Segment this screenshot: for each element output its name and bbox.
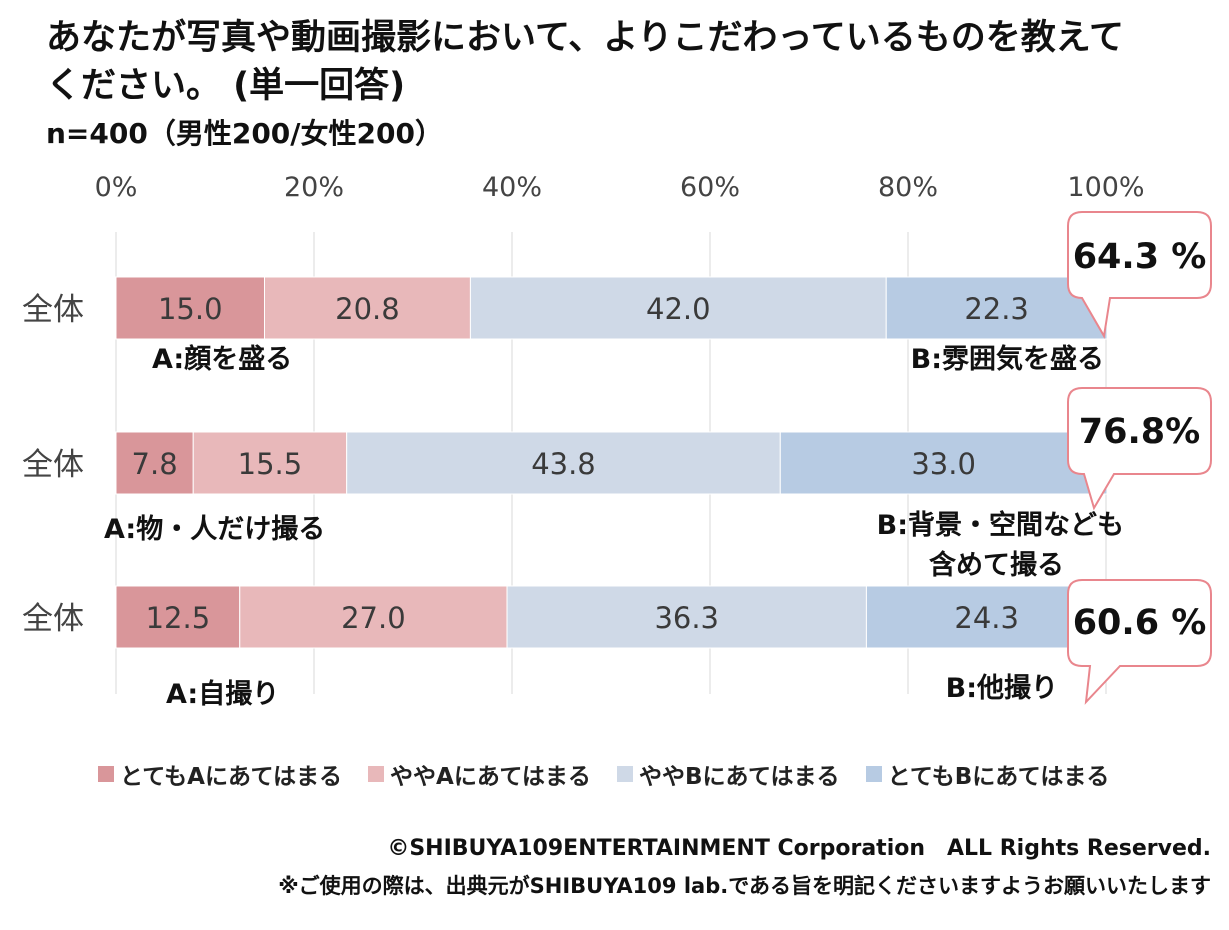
legend-item: とてもBにあてはまる	[865, 757, 1110, 791]
data-label: 24.3	[954, 601, 1019, 635]
usage-notice: ※ご使用の際は、出典元がSHIBUYA109 lab.である旨を明記くださいます…	[278, 874, 1211, 898]
callout-value: 76.8%	[1079, 412, 1200, 452]
category-label: 全体	[22, 292, 84, 328]
data-label: 22.3	[964, 292, 1029, 326]
x-tick-label: 0%	[95, 172, 138, 203]
legend-label: ややAにあてはまる	[390, 764, 591, 790]
data-label: 15.5	[238, 447, 303, 481]
a-label: A:物・人だけ撮る	[104, 514, 325, 545]
data-label: 36.3	[654, 601, 719, 635]
legend-swatch	[616, 766, 633, 782]
a-label: A:自撮り	[166, 678, 279, 710]
x-tick-label: 20%	[284, 172, 344, 203]
bar-segment	[115, 585, 241, 649]
category-label: 全体	[22, 601, 84, 637]
bar-segment	[115, 431, 194, 495]
legend-item: ややBにあてはまる	[616, 757, 840, 791]
b-label: B:背景・空間なども	[877, 509, 1124, 541]
bar-segment	[506, 585, 867, 649]
bar-segment	[469, 276, 887, 340]
chart-title: あなたが写真や動画撮影において、よりこだわっているものを教えてください。 (単一…	[46, 18, 1125, 106]
category-label: 全体	[22, 447, 84, 483]
legend-label: とてもAにあてはまる	[120, 764, 343, 790]
legend-label: ややBにあてはまる	[638, 764, 840, 790]
legend-swatch	[98, 766, 114, 782]
x-tick-label: 60%	[680, 172, 740, 203]
x-tick-label: 80%	[878, 172, 938, 203]
callout-bubble	[1067, 579, 1212, 705]
x-tick-label: 100%	[1067, 172, 1144, 203]
sample-size: n=400（男性200/女性200）	[46, 117, 443, 150]
data-label: 42.0	[646, 292, 711, 326]
data-label: 33.0	[911, 447, 976, 481]
legend: とてもAにあてはまる ややAにあてはまる ややBにあてはまる とてもBにあてはま…	[98, 757, 1109, 791]
legend-item: ややAにあてはまる	[368, 757, 591, 791]
data-label: 27.0	[341, 601, 406, 635]
bar-segment	[346, 431, 781, 495]
bar-segment	[192, 431, 348, 495]
bar-segment	[115, 276, 265, 340]
b-label: B:他撮り	[946, 673, 1058, 704]
data-label: 12.5	[146, 601, 211, 635]
b-label: B:雰囲気を盛る	[911, 343, 1104, 375]
legend-item: とてもAにあてはまる	[98, 757, 342, 791]
legend-swatch	[368, 766, 385, 782]
callout-bubble	[1067, 211, 1212, 339]
bar-segment	[779, 431, 1108, 495]
data-label: 15.0	[158, 292, 223, 326]
b-label: 含めて撮る	[929, 549, 1064, 581]
data-label: 7.8	[132, 447, 178, 481]
bar-segment	[239, 585, 508, 649]
callout-bubble	[1067, 387, 1212, 511]
copyright: ©SHIBUYA109ENTERTAINMENT Corporation ALL…	[387, 836, 1211, 861]
legend-swatch	[865, 766, 882, 782]
data-label: 20.8	[335, 292, 400, 326]
callout-value: 60.6 %	[1073, 603, 1207, 643]
a-label: A:顔を盛る	[152, 344, 292, 375]
x-tick-label: 40%	[482, 172, 542, 203]
legend-label: とてもBにあてはまる	[887, 764, 1110, 790]
data-label: 43.8	[531, 447, 596, 481]
bar-segment	[865, 585, 1108, 649]
callout-value: 64.3 %	[1073, 237, 1207, 277]
